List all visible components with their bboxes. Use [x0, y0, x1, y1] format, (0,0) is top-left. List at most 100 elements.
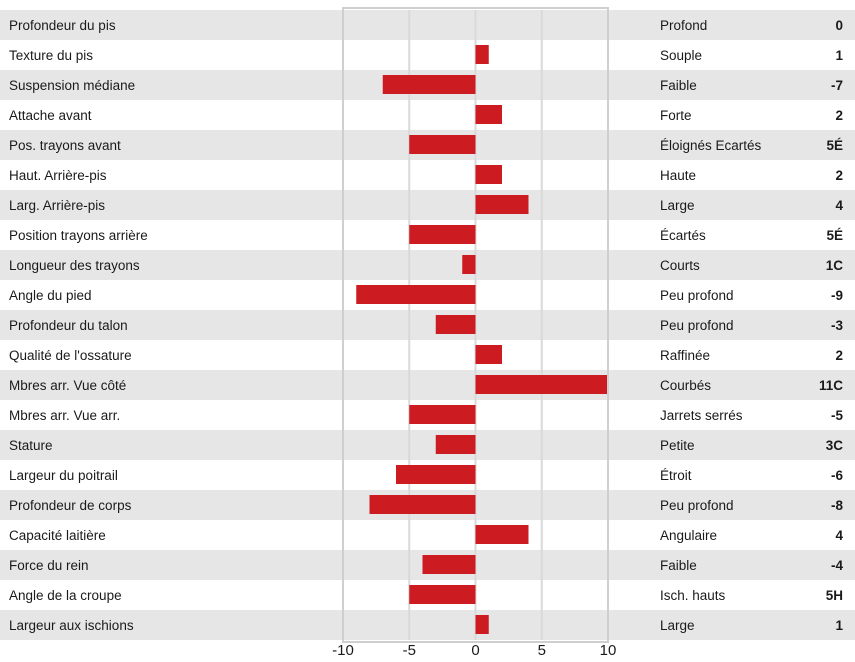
- bar: [475, 105, 502, 124]
- bar: [475, 165, 502, 184]
- x-tick-label: -5: [403, 642, 416, 659]
- code-label: 3C: [826, 438, 844, 453]
- bar: [475, 345, 502, 364]
- code-label: 2: [835, 168, 843, 183]
- descriptor-label: Courts: [660, 258, 700, 273]
- x-tick-label: -10: [332, 642, 354, 659]
- descriptor-label: Large: [660, 198, 695, 213]
- trait-label: Stature: [9, 438, 53, 453]
- trait-label: Profondeur du pis: [9, 18, 116, 33]
- code-label: 5É: [826, 228, 843, 243]
- descriptor-label: Peu profond: [660, 498, 734, 513]
- trait-label: Suspension médiane: [9, 78, 135, 93]
- code-label: 0: [835, 18, 843, 33]
- descriptor-label: Profond: [660, 18, 707, 33]
- bar: [462, 255, 476, 274]
- descriptor-label: Jarrets serrés: [660, 408, 743, 423]
- x-tick-label: 5: [538, 642, 546, 659]
- trait-label: Mbres arr. Vue côté: [9, 378, 126, 393]
- descriptor-label: Haute: [660, 168, 696, 183]
- code-label: -4: [831, 558, 843, 573]
- x-tick-labels: -10 -5 0 5 10: [332, 642, 616, 659]
- descriptor-label: Faible: [660, 78, 697, 93]
- bar: [475, 375, 608, 394]
- bar: [409, 135, 476, 154]
- row-stripe: [0, 610, 855, 640]
- descriptor-label: Étroit: [660, 468, 692, 483]
- descriptor-label: Isch. hauts: [660, 588, 726, 603]
- descriptor-label: Forte: [660, 108, 692, 123]
- descriptor-label: Petite: [660, 438, 695, 453]
- bar: [409, 405, 476, 424]
- code-label: -3: [831, 318, 843, 333]
- descriptor-label: Peu profond: [660, 288, 734, 303]
- code-label: -5: [831, 408, 843, 423]
- code-label: 1: [835, 618, 843, 633]
- x-tick-label: 10: [600, 642, 617, 659]
- row-stripe: [0, 190, 855, 220]
- bar: [475, 195, 529, 214]
- bar: [369, 495, 476, 514]
- bar: [382, 75, 476, 94]
- code-label: 11C: [819, 378, 843, 393]
- trait-label: Longueur des trayons: [9, 258, 140, 273]
- code-label: 2: [835, 348, 843, 363]
- descriptor-label: Faible: [660, 558, 697, 573]
- descriptor-label: Éloignés Ecartés: [660, 138, 762, 153]
- trait-label: Pos. trayons avant: [9, 138, 121, 153]
- trait-label: Largeur aux ischions: [9, 618, 134, 633]
- row-labels: Profondeur du pis Profond 0 Texture du pis S…: [9, 18, 843, 633]
- code-label: 4: [835, 198, 843, 213]
- x-tick-label: 0: [471, 642, 479, 659]
- code-label: 2: [835, 108, 843, 123]
- bar: [435, 315, 476, 334]
- trait-label: Angle du pied: [9, 288, 92, 303]
- trait-label: Capacité laitière: [9, 528, 106, 543]
- code-label: -8: [831, 498, 843, 513]
- descriptor-label: Peu profond: [660, 318, 734, 333]
- trait-label: Profondeur de corps: [9, 498, 132, 513]
- code-label: 5É: [826, 138, 843, 153]
- bar: [475, 45, 489, 64]
- descriptor-label: Souple: [660, 48, 702, 63]
- row-stripe: [0, 10, 855, 40]
- code-label: -7: [831, 78, 843, 93]
- descriptor-label: Angulaire: [660, 528, 717, 543]
- code-label: -6: [831, 468, 843, 483]
- descriptor-label: Courbés: [660, 378, 711, 393]
- row-stripe: [0, 250, 855, 280]
- bar: [409, 585, 476, 604]
- bars: [356, 45, 608, 634]
- bar: [396, 465, 476, 484]
- descriptor-label: Écartés: [660, 228, 706, 243]
- trait-label: Larg. Arrière-pis: [9, 198, 105, 213]
- trait-label: Texture du pis: [9, 48, 93, 63]
- trait-label: Angle de la croupe: [9, 588, 122, 603]
- code-label: 1: [835, 48, 843, 63]
- row-stripes: [0, 10, 855, 640]
- trait-label: Position trayons arrière: [9, 228, 148, 243]
- trait-label: Qualité de l'ossature: [9, 348, 132, 363]
- code-label: 4: [835, 528, 843, 543]
- descriptor-label: Raffinée: [660, 348, 710, 363]
- code-label: 1C: [826, 258, 844, 273]
- trait-label: Largeur du poitrail: [9, 468, 118, 483]
- trait-label: Mbres arr. Vue arr.: [9, 408, 120, 423]
- code-label: 5H: [826, 588, 843, 603]
- plot-frame: [342, 7, 609, 643]
- row-stripe: [0, 430, 855, 460]
- trait-label: Profondeur du talon: [9, 318, 128, 333]
- row-stripe: [0, 310, 855, 340]
- code-label: -9: [831, 288, 843, 303]
- bar: [435, 435, 476, 454]
- bar: [356, 285, 476, 304]
- bar: [422, 555, 476, 574]
- trait-label: Force du rein: [9, 558, 89, 573]
- bar: [475, 525, 529, 544]
- trait-label: Attache avant: [9, 108, 92, 123]
- bar: [475, 615, 489, 634]
- row-stripe: [0, 370, 855, 400]
- descriptor-label: Large: [660, 618, 695, 633]
- bar: [409, 225, 476, 244]
